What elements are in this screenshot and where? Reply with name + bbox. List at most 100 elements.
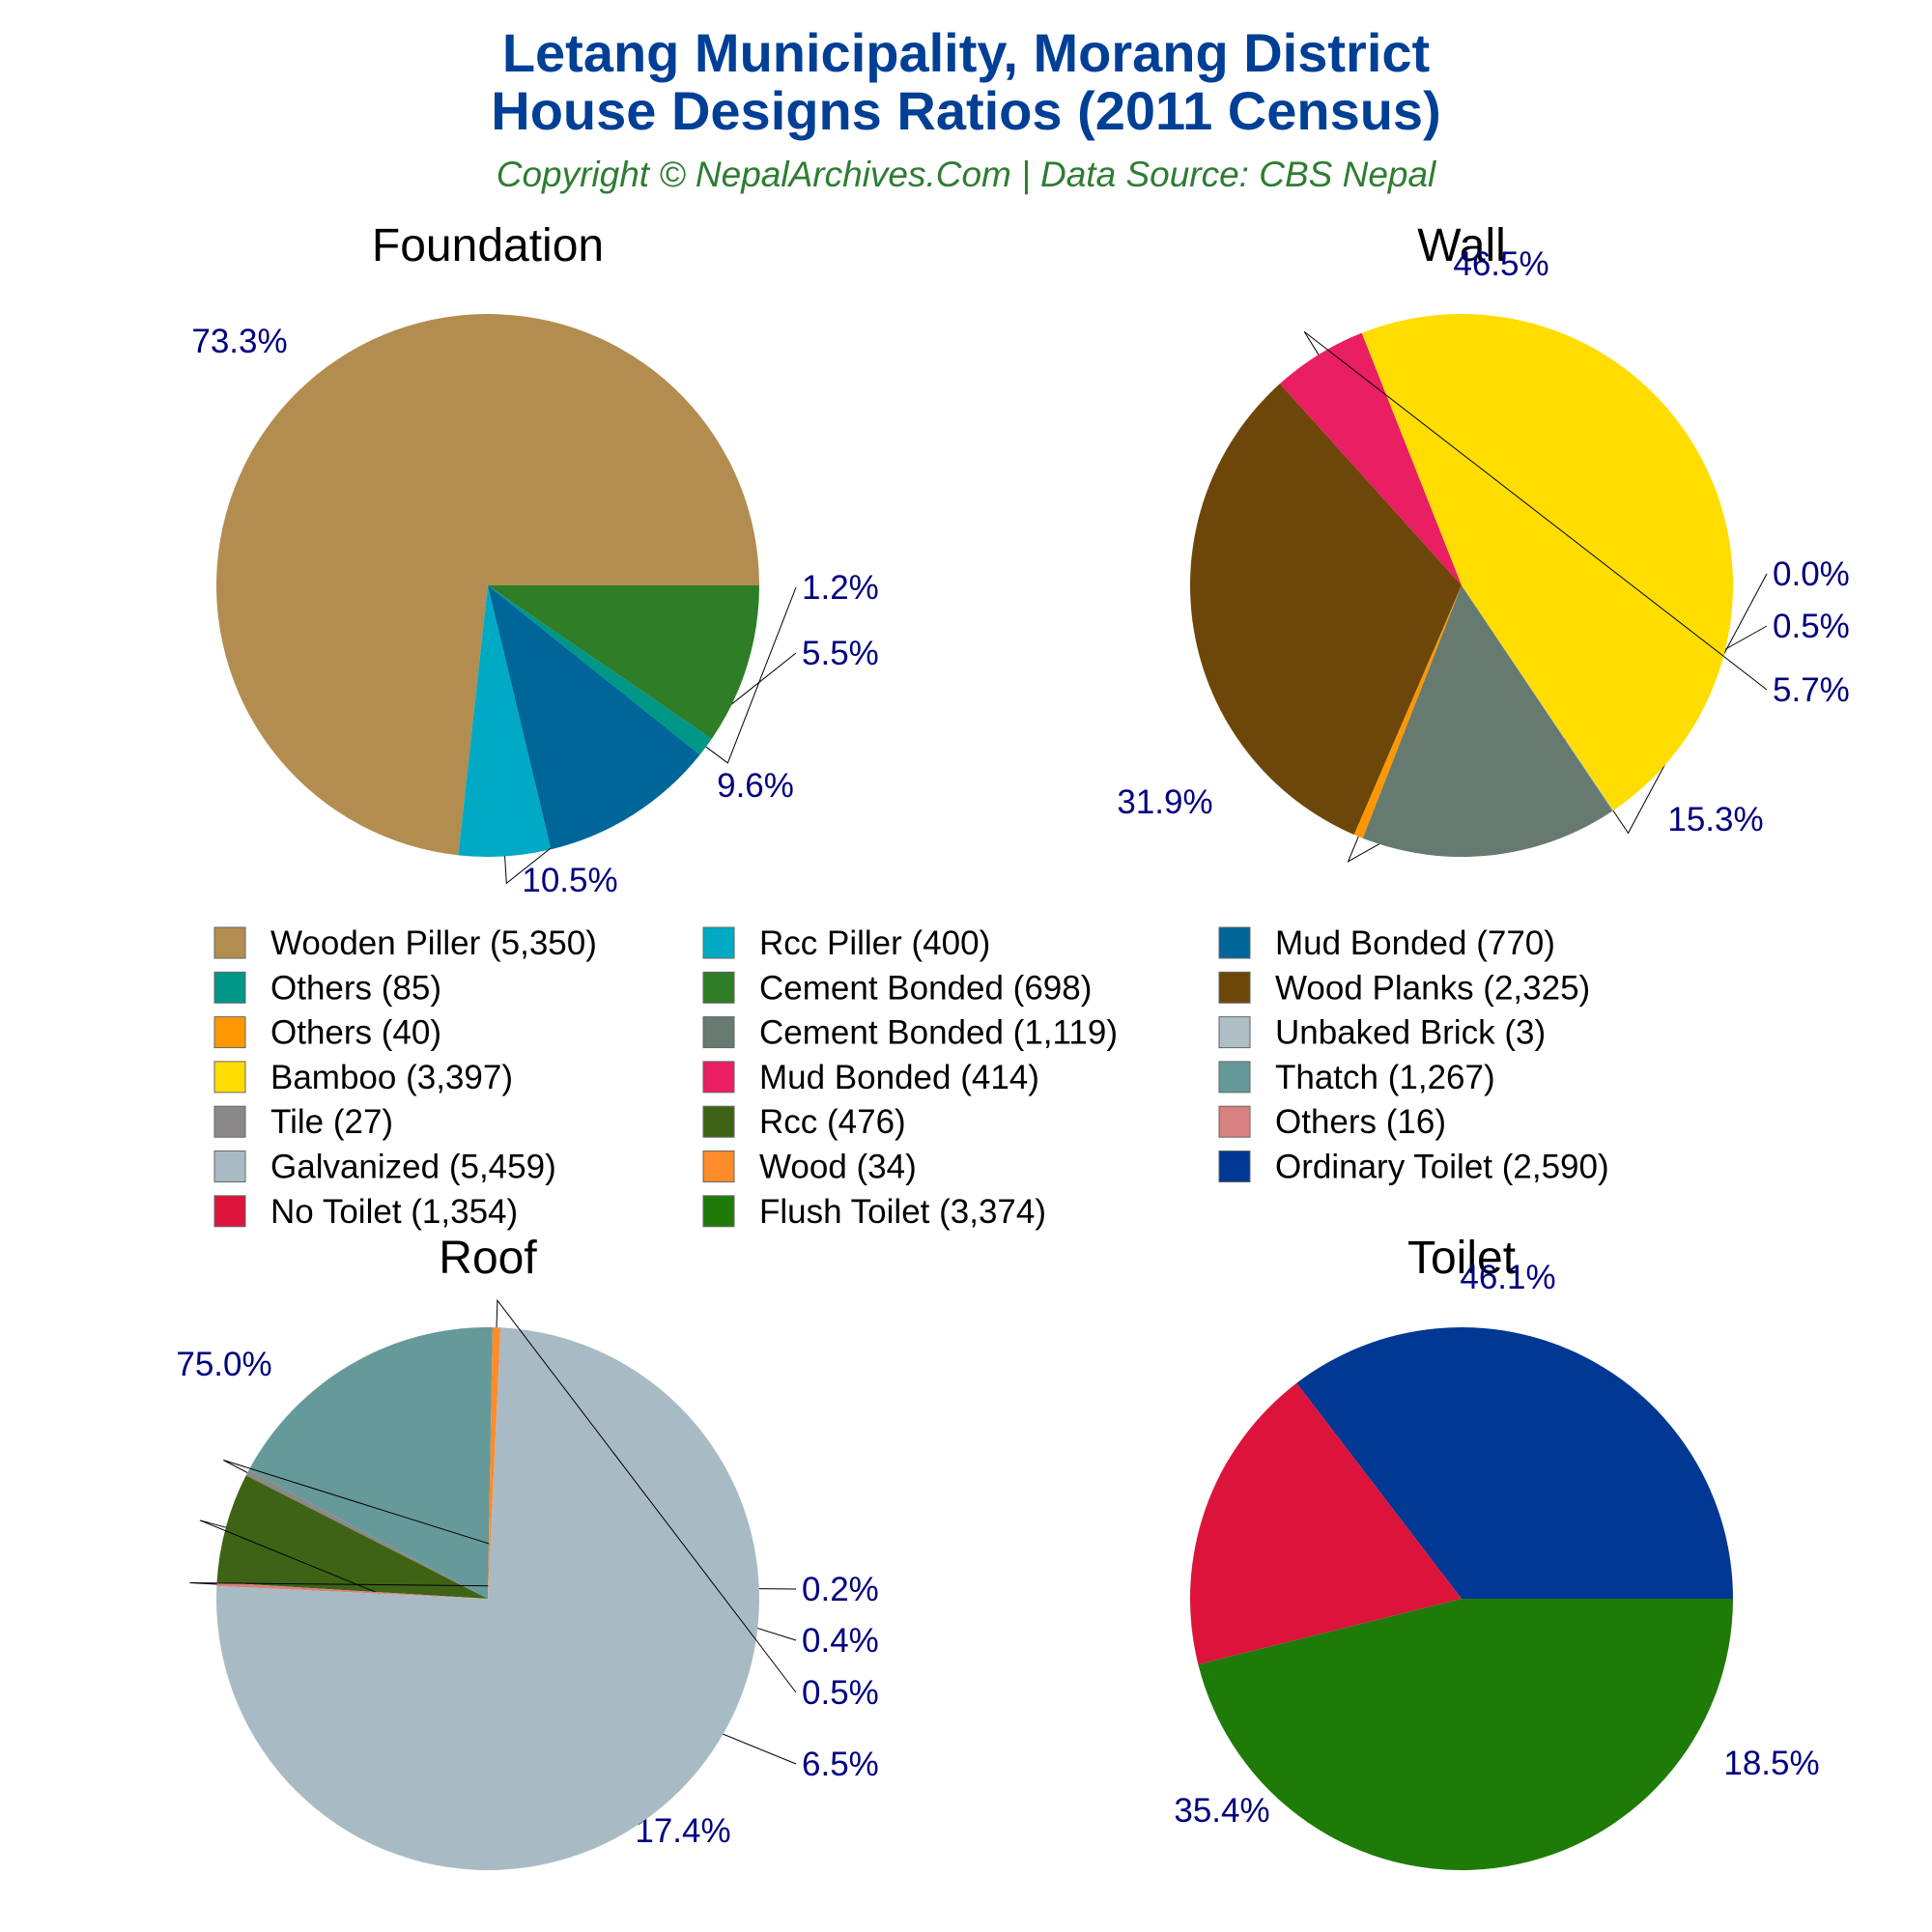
legend-item-others: Others (16)	[1218, 1103, 1446, 1141]
pct-label-foundation-wooden-piller: 73.3%	[191, 323, 287, 360]
legend-swatch	[702, 1151, 735, 1182]
legend-label: Cement Bonded (698)	[759, 969, 1092, 1007]
pct-label-wall-cement-bonded: 15.3%	[1667, 801, 1763, 838]
legend-item-unbaked-brick: Unbaked Brick (3)	[1218, 1014, 1546, 1052]
legend-item-wood-planks: Wood Planks (2,325)	[1218, 969, 1590, 1007]
legend-item-ordinary-toilet: Ordinary Toilet (2,590)	[1218, 1149, 1609, 1186]
legend-label: Others (16)	[1275, 1103, 1446, 1141]
legend-item-others: Others (85)	[213, 969, 441, 1007]
legend-swatch	[1218, 1151, 1251, 1182]
legend-item-cement-bonded: Cement Bonded (1,119)	[702, 1014, 1118, 1052]
pie-title-foundation: Foundation	[372, 220, 604, 271]
pct-label-roof-rcc: 6.5%	[802, 1746, 879, 1783]
legend-item-mud-bonded: Mud Bonded (414)	[702, 1059, 1039, 1096]
chart-subtitle: Copyright © NepalArchives.Com | Data Sou…	[497, 155, 1437, 194]
legend-swatch	[213, 926, 246, 959]
slice-roof-others	[216, 1582, 489, 1599]
slice-toilet-ordinary-toilet	[1296, 1326, 1733, 1599]
pie-toilet: Toilet 35.4% 18.5% 46.1%	[1174, 1233, 1820, 1871]
legend-label: Unbaked Brick (3)	[1275, 1014, 1546, 1052]
pie-title-toilet: Toilet	[1407, 1233, 1516, 1284]
legend-label: No Toilet (1,354)	[270, 1193, 518, 1231]
slice-wall-others	[1353, 585, 1462, 838]
legend-swatch	[702, 1061, 735, 1094]
slice-foundation-wooden-piller	[215, 314, 759, 856]
legend-swatch	[1218, 1105, 1251, 1138]
legend-swatch	[702, 971, 735, 1004]
slice-wall-bamboo	[1361, 313, 1734, 810]
pie-charts: Foundation 73.3% 5.5% 10.5% 1.2% 9.6% Wall 31.9…	[176, 220, 1850, 1871]
slice-roof-galvanized	[215, 1327, 759, 1871]
legend-swatch	[1218, 1016, 1251, 1049]
slice-roof-thatch	[248, 1326, 493, 1599]
legend-swatch	[1218, 1061, 1251, 1094]
slice-toilet-flush-toilet	[1198, 1599, 1733, 1871]
legend-swatch	[1218, 971, 1251, 1004]
legend-swatch	[213, 1105, 246, 1138]
chart-title-line1: Letang Municipality, Morang District	[502, 22, 1430, 83]
pct-label-foundation-mud-bonded: 10.5%	[522, 862, 617, 899]
slice-roof-rcc	[216, 1475, 488, 1599]
legend-item-no-toilet: No Toilet (1,354)	[213, 1193, 518, 1231]
legend-label: Galvanized (5,459)	[270, 1149, 556, 1186]
pie-foundation: Foundation 73.3% 5.5% 10.5% 1.2% 9.6%	[191, 220, 878, 899]
legend-item-rcc: Rcc (476)	[702, 1103, 906, 1141]
pie-title-wall: Wall	[1417, 220, 1506, 271]
legend-item-cement-bonded: Cement Bonded (698)	[702, 969, 1092, 1007]
legend-label: Cement Bonded (1,119)	[759, 1014, 1118, 1052]
legend-swatch	[1218, 926, 1251, 959]
pct-label-roof-galvanized: 75.0%	[176, 1346, 271, 1383]
legend-label: Wood (34)	[759, 1149, 917, 1186]
pct-label-roof-thatch: 17.4%	[635, 1812, 730, 1850]
pct-label-wall-unbaked-brick: 0.0%	[1773, 555, 1850, 593]
legend-label: Wood Planks (2,325)	[1275, 969, 1590, 1007]
slice-wall-cement-bonded	[1362, 585, 1613, 858]
legend-item-wood: Wood (34)	[702, 1149, 917, 1186]
legend-swatch	[213, 1061, 246, 1094]
legend-swatch	[213, 1151, 246, 1182]
slice-foundation-others	[488, 585, 712, 755]
pct-label-roof-wood: 0.5%	[802, 1674, 879, 1712]
pct-label-foundation-cement-bonded: 9.6%	[717, 767, 794, 805]
legend-swatch	[702, 1195, 735, 1228]
legend-label: Ordinary Toilet (2,590)	[1275, 1149, 1609, 1186]
pct-label-toilet-ordinary-toilet: 35.4%	[1174, 1792, 1269, 1830]
slice-toilet-no-toilet	[1189, 1382, 1462, 1665]
legend-label: Bamboo (3,397)	[270, 1059, 513, 1096]
slice-wall-unbaked-brick	[1462, 585, 1614, 811]
legend-item-galvanized: Galvanized (5,459)	[213, 1149, 556, 1186]
slice-wall-wood-planks	[1190, 384, 1462, 836]
legend-label: Wooden Piller (5,350)	[270, 924, 597, 962]
leader-line-roof-wood	[496, 1298, 797, 1693]
chart-title-line2: House Designs Ratios (2011 Census)	[491, 80, 1440, 141]
legend-item-flush-toilet: Flush Toilet (3,374)	[702, 1193, 1046, 1231]
legend: Wooden Piller (5,350) Rcc Piller (400) Mud…	[213, 924, 1609, 1231]
pct-label-roof-tile: 0.4%	[802, 1622, 879, 1660]
pct-label-toilet-flush-toilet: 46.1%	[1460, 1259, 1555, 1296]
slice-foundation-rcc-piller	[458, 585, 552, 858]
legend-label: Others (40)	[270, 1014, 441, 1052]
legend-label: Mud Bonded (770)	[1275, 924, 1555, 962]
legend-item-wooden-piller: Wooden Piller (5,350)	[213, 924, 597, 962]
pct-label-toilet-no-toilet: 18.5%	[1723, 1745, 1819, 1782]
legend-swatch	[702, 926, 735, 959]
pct-label-wall-mud-bonded: 5.7%	[1773, 671, 1850, 709]
pie-wall: Wall 31.9% 0.5% 15.3% 0.0% 46.5% 5.7%	[1117, 220, 1850, 863]
legend-item-rcc-piller: Rcc Piller (400)	[702, 924, 990, 962]
pct-label-wall-wood-planks: 31.9%	[1117, 783, 1212, 821]
legend-label: Flush Toilet (3,374)	[759, 1193, 1046, 1231]
legend-swatch	[213, 1016, 246, 1049]
legend-item-others: Others (40)	[213, 1014, 441, 1052]
leader-line-wall-mud-bonded	[1303, 331, 1768, 691]
pct-label-foundation-others: 1.2%	[802, 569, 879, 607]
slice-foundation-cement-bonded	[488, 585, 759, 739]
slice-wall-mud-bonded	[1279, 332, 1462, 585]
legend-item-thatch: Thatch (1,267)	[1218, 1059, 1495, 1096]
legend-label: Rcc Piller (400)	[759, 924, 990, 962]
pie-roof: Roof 17.4% 0.4% 6.5% 0.2% 75.0% 0.5%	[176, 1233, 879, 1871]
leader-line-foundation-others	[705, 586, 797, 764]
pct-label-wall-others: 0.5%	[1773, 608, 1850, 645]
legend-swatch	[702, 1105, 735, 1138]
legend-label: Others (85)	[270, 969, 441, 1007]
legend-item-mud-bonded: Mud Bonded (770)	[1218, 924, 1555, 962]
